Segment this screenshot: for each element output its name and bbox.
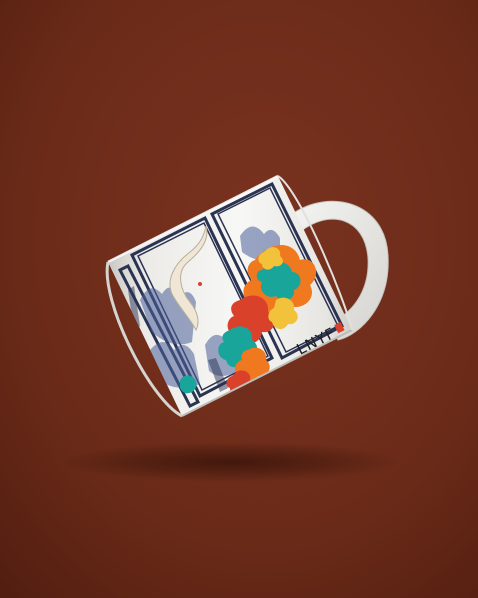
mug-artwork: LNYF bbox=[117, 181, 345, 409]
red-seal-icon bbox=[334, 322, 345, 334]
crane-icon bbox=[169, 225, 208, 332]
colorful-cloud-swirl bbox=[180, 245, 317, 396]
mug-handle bbox=[291, 200, 389, 341]
mug-shadow bbox=[60, 442, 400, 482]
mug: LNYF bbox=[105, 174, 389, 418]
